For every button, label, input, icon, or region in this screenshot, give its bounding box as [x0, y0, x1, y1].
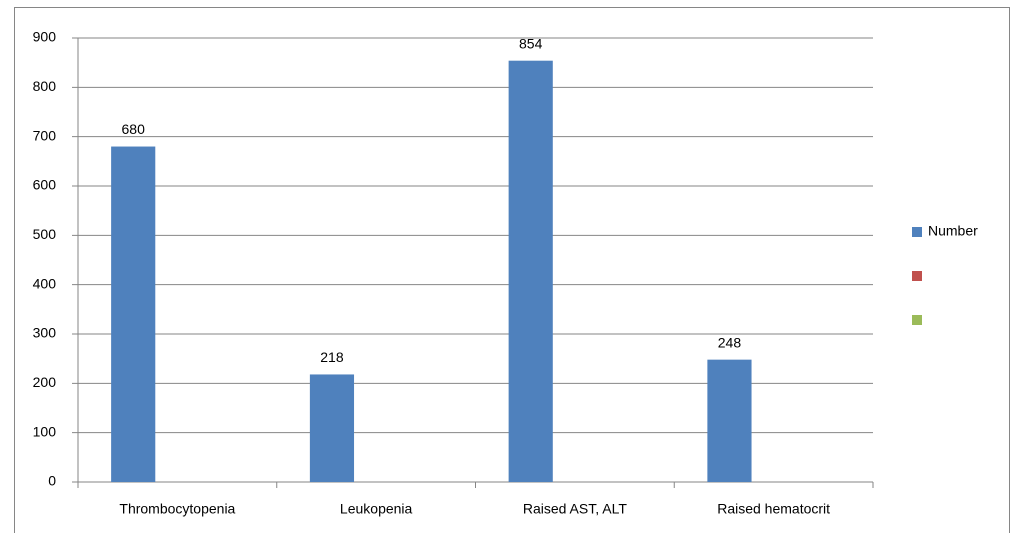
x-tick-label: Raised hematocrit: [717, 501, 830, 517]
data-label: 680: [122, 121, 146, 137]
legend-swatch: [912, 227, 922, 237]
y-tick-label: 0: [48, 473, 56, 489]
data-label: 854: [519, 35, 543, 51]
data-label: 218: [320, 349, 344, 365]
legend-swatch: [912, 271, 922, 281]
bar: [707, 359, 752, 482]
bar: [508, 60, 553, 483]
legend-swatch: [912, 315, 922, 325]
data-label: 248: [718, 334, 742, 350]
y-tick-label: 200: [33, 374, 57, 390]
y-tick-label: 600: [33, 177, 57, 193]
y-tick-label: 300: [33, 325, 57, 341]
legend-label: Number: [928, 223, 978, 239]
y-tick-label: 500: [33, 226, 57, 242]
y-tick-label: 400: [33, 275, 57, 291]
x-tick-label: Raised AST, ALT: [523, 501, 627, 517]
chart-frame: [14, 7, 1010, 533]
x-tick-label: Thrombocytopenia: [119, 501, 235, 517]
y-tick-label: 800: [33, 78, 57, 94]
bar: [111, 146, 156, 483]
y-tick-label: 100: [33, 423, 57, 439]
x-tick-label: Leukopenia: [340, 501, 413, 517]
y-tick-label: 700: [33, 127, 57, 143]
bar: [309, 374, 355, 482]
y-tick-label: 900: [33, 29, 57, 45]
